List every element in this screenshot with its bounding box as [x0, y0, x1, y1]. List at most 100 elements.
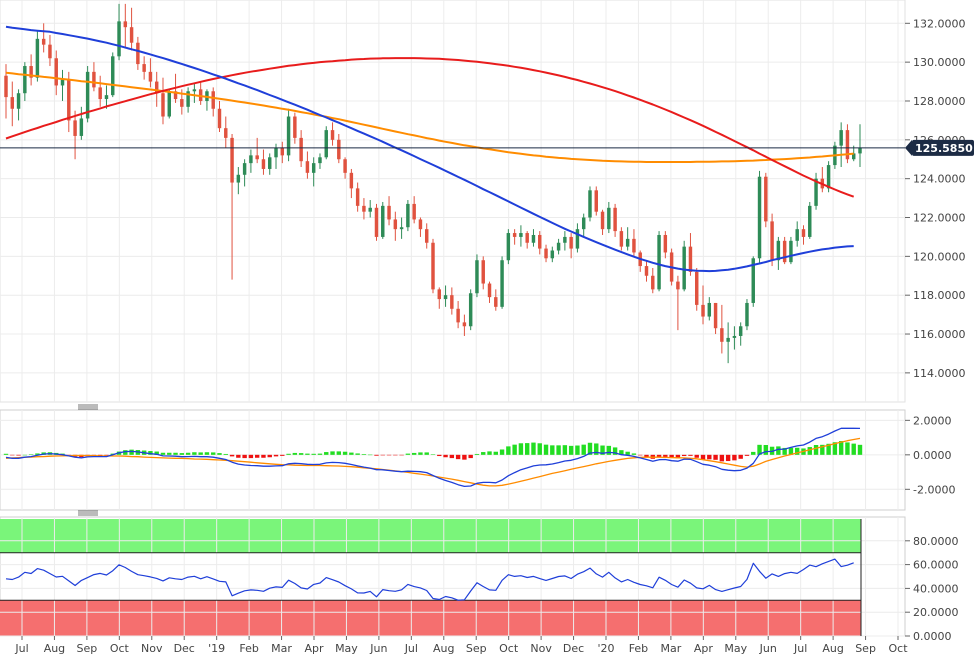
candle	[695, 268, 699, 311]
macd-histogram-bar	[305, 453, 310, 455]
x-tick-label: '20	[597, 642, 614, 655]
candle	[224, 116, 228, 148]
candle-body-down	[293, 116, 297, 138]
candle-body-down	[632, 238, 636, 253]
candle-body-down	[211, 91, 215, 109]
indicator-lines	[0, 25, 862, 636]
candle	[393, 211, 398, 241]
candle-body-down	[224, 128, 228, 138]
candle	[676, 275, 680, 331]
candle-body-down	[613, 207, 617, 232]
candle-body-up	[814, 178, 818, 206]
candle	[412, 196, 416, 224]
candle	[79, 106, 84, 140]
candle	[594, 186, 598, 216]
x-tick-label: Aug	[44, 642, 65, 655]
y-tick-label: 0.0000	[913, 449, 952, 462]
candle	[406, 200, 410, 232]
candle-body-down	[337, 139, 341, 160]
macd-histogram-bar	[518, 443, 524, 455]
candle-body-up	[381, 205, 385, 237]
macd-histogram-bar	[280, 454, 285, 456]
candle	[211, 87, 215, 117]
macd-histogram-bar	[342, 451, 348, 455]
candle-body-down	[349, 172, 354, 189]
candle-body-up	[563, 236, 567, 243]
x-tick-label: Feb	[629, 642, 648, 655]
candle	[619, 227, 624, 251]
candle	[512, 229, 517, 245]
candle-body-down	[651, 275, 655, 290]
candle	[123, 3, 128, 49]
candle-body-up	[268, 157, 272, 169]
macd-histogram-bar	[261, 454, 266, 458]
x-tick-label: '19	[208, 642, 225, 655]
macd-histogram-bar	[719, 454, 725, 462]
candle	[255, 137, 259, 164]
candle	[343, 157, 347, 179]
macd-histogram-bar	[198, 452, 203, 455]
candle	[186, 87, 190, 113]
candle	[381, 201, 385, 239]
macd-histogram-bar	[594, 443, 599, 455]
macd-panel[interactable]	[0, 409, 906, 511]
candle	[632, 229, 636, 257]
x-tick-label: May	[724, 642, 747, 655]
macd-histogram-bar	[857, 444, 863, 455]
macd-histogram-bar	[368, 454, 373, 456]
macd-histogram-bar	[405, 453, 411, 455]
candle-body-down	[123, 21, 128, 28]
x-tick-label: Mar	[661, 642, 682, 655]
macd-histogram-bar	[838, 441, 844, 455]
macd-histogram-bar	[669, 454, 674, 458]
candle-body-down	[456, 308, 460, 323]
macd-histogram-bar	[380, 454, 385, 456]
candle-body-down	[695, 271, 699, 305]
candle-body-up	[85, 71, 90, 119]
candle-body-up	[808, 205, 812, 237]
macd-histogram-bar	[399, 454, 404, 456]
macd-histogram-bar	[493, 451, 498, 455]
candle	[475, 254, 479, 298]
macd-histogram-bar	[619, 450, 624, 455]
candle-body-down	[67, 79, 71, 121]
rsi-oversold-zone	[0, 600, 861, 636]
sma-slow-line	[5, 71, 854, 163]
x-tick-label: Jun	[369, 642, 387, 655]
macd-histogram-bar	[273, 454, 279, 457]
candle-body-down	[663, 234, 668, 253]
candle-body-up	[726, 337, 730, 342]
macd-histogram-bar	[192, 452, 197, 455]
macd-histogram-bar	[644, 454, 649, 458]
macd-histogram-bar	[537, 443, 542, 455]
macd-histogram-bar	[254, 454, 260, 458]
macd-panel-resize-handle[interactable]	[78, 404, 98, 410]
candle-body-up	[368, 207, 372, 212]
candle	[795, 221, 799, 247]
candle-body-down	[387, 205, 391, 220]
macd-histogram-bar	[506, 446, 511, 455]
candle	[136, 36, 140, 70]
rsi-panel-resize-handle[interactable]	[78, 510, 98, 516]
last-price-tag: 125.5850	[905, 139, 974, 156]
candle-body-down	[54, 58, 58, 86]
y-tick-label: 60.0000	[913, 559, 959, 572]
candle-body-down	[48, 44, 52, 59]
candle	[764, 172, 768, 228]
macd-histogram-bar	[35, 453, 40, 455]
candle-body-down	[525, 233, 529, 243]
candle-body-up	[475, 260, 479, 294]
candle	[525, 231, 529, 249]
y-tick-label: 122.0000	[913, 212, 966, 225]
candle	[600, 209, 605, 235]
candle	[41, 23, 46, 53]
macd-histogram-bar	[813, 445, 819, 455]
candle-body-up	[795, 229, 799, 241]
y-tick-label: 118.0000	[913, 289, 966, 302]
candle-body-up	[738, 326, 743, 336]
candle-body-down	[538, 234, 542, 249]
sma-fast-line	[5, 25, 854, 273]
macd-histogram-bar	[732, 454, 737, 461]
candle	[550, 246, 555, 263]
macd-histogram-bar	[424, 452, 429, 455]
